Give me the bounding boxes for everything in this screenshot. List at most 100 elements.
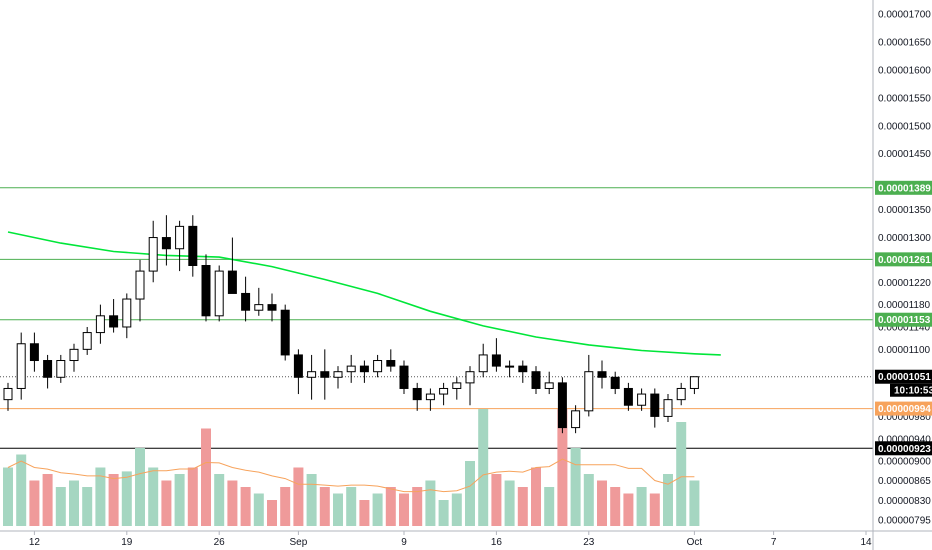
candle[interactable] xyxy=(359,360,369,383)
volume-bar xyxy=(399,493,409,526)
candle[interactable] xyxy=(386,349,396,372)
candle[interactable] xyxy=(399,360,409,395)
level-badge-bg xyxy=(875,180,932,195)
candle[interactable] xyxy=(333,366,343,389)
candle[interactable] xyxy=(478,343,488,378)
candle[interactable] xyxy=(346,354,356,383)
time-tick-label: 7 xyxy=(771,537,777,548)
candle[interactable] xyxy=(544,371,554,395)
candle[interactable] xyxy=(267,293,277,322)
volume-bar xyxy=(135,448,145,526)
last-price-badge: 0.00001051 10:10:53 xyxy=(875,369,932,397)
level-price-badge: 0.00001153 xyxy=(875,312,932,327)
level-badge-bg xyxy=(875,252,932,267)
candle[interactable] xyxy=(307,354,317,400)
candle[interactable] xyxy=(109,299,119,333)
candle[interactable] xyxy=(373,354,383,378)
candle-body xyxy=(689,376,699,389)
candle-body xyxy=(650,393,660,417)
price-tick-label: 0.00001180 xyxy=(878,300,931,311)
moving-average-line xyxy=(7,231,721,356)
price-tick-label: 0.00000865 xyxy=(878,476,931,487)
candle[interactable] xyxy=(491,338,501,372)
candle[interactable] xyxy=(597,360,607,389)
candle[interactable] xyxy=(122,293,132,339)
volume-bar xyxy=(597,480,607,526)
volume-bar xyxy=(108,474,119,526)
candle[interactable] xyxy=(201,254,211,322)
candle[interactable] xyxy=(175,220,185,272)
candle-body xyxy=(425,393,435,401)
candle-body xyxy=(43,360,53,378)
candle-body xyxy=(56,360,66,378)
volume-bar xyxy=(253,493,264,526)
volume-bar xyxy=(689,480,700,526)
candle[interactable] xyxy=(241,276,251,322)
time-tick-label: 14 xyxy=(860,537,872,548)
ema-path xyxy=(7,231,721,356)
candle[interactable] xyxy=(571,405,581,434)
candle-body xyxy=(333,371,343,378)
price-tick-label: 0.00001450 xyxy=(878,149,931,160)
level-badge-bg xyxy=(875,401,932,416)
time-axis[interactable]: 12 19 26 Sep 9 16 23 Oct 7 14 xyxy=(29,531,872,548)
candle[interactable] xyxy=(584,354,594,417)
candle[interactable] xyxy=(280,304,290,361)
volume-bar xyxy=(3,467,13,526)
candle[interactable] xyxy=(412,382,422,411)
candle[interactable] xyxy=(531,366,541,395)
candle[interactable] xyxy=(518,360,528,383)
candle-body xyxy=(254,304,264,311)
candle[interactable] xyxy=(69,343,79,372)
candle[interactable] xyxy=(214,265,224,322)
candle[interactable] xyxy=(95,304,105,344)
volume-bar xyxy=(623,493,634,526)
candle[interactable] xyxy=(610,371,620,395)
volume-bar xyxy=(42,474,53,526)
candle[interactable] xyxy=(254,287,264,316)
candle[interactable] xyxy=(293,349,303,395)
candle[interactable] xyxy=(663,394,673,423)
candle[interactable] xyxy=(82,326,92,355)
price-tick-label: 0.00001550 xyxy=(878,93,931,104)
candle[interactable] xyxy=(623,382,633,411)
volume-bar xyxy=(280,487,291,526)
candle[interactable] xyxy=(188,215,198,277)
candle[interactable] xyxy=(227,237,237,294)
volume-bar xyxy=(187,467,198,526)
candle[interactable] xyxy=(135,259,145,322)
candle[interactable] xyxy=(465,366,475,406)
volume-bar xyxy=(451,493,462,526)
candle[interactable] xyxy=(29,332,39,372)
candle[interactable] xyxy=(650,388,660,428)
candle[interactable] xyxy=(505,360,515,378)
candle[interactable] xyxy=(425,388,435,411)
candle[interactable] xyxy=(148,220,158,283)
candle[interactable] xyxy=(3,382,13,411)
price-tick-label: 0.00001500 xyxy=(878,121,931,132)
candle[interactable] xyxy=(689,376,699,395)
candle[interactable] xyxy=(56,354,66,383)
time-tick-label: Sep xyxy=(290,537,308,548)
candle[interactable] xyxy=(452,377,462,400)
volume-bar xyxy=(504,480,515,526)
candle[interactable] xyxy=(16,332,26,400)
candle[interactable] xyxy=(637,388,647,411)
price-axis[interactable]: 0.00001700 0.00001650 0.00001600 0.00001550… xyxy=(878,9,931,526)
candle-body xyxy=(399,365,409,389)
price-tick-label: 0.00000980 xyxy=(878,412,931,423)
time-tick-label: 12 xyxy=(29,537,41,548)
candle[interactable] xyxy=(43,354,53,389)
price-candles[interactable] xyxy=(3,215,699,434)
candle[interactable] xyxy=(676,382,686,406)
candle-body xyxy=(135,270,145,300)
candle-body xyxy=(188,225,198,267)
candle-body xyxy=(623,387,633,406)
candle[interactable] xyxy=(439,382,449,406)
volume-bar xyxy=(412,487,423,526)
candle[interactable] xyxy=(557,377,567,434)
level-badge-value: 0.00000923 xyxy=(878,444,931,455)
candle[interactable] xyxy=(320,349,330,400)
candle[interactable] xyxy=(161,215,171,266)
